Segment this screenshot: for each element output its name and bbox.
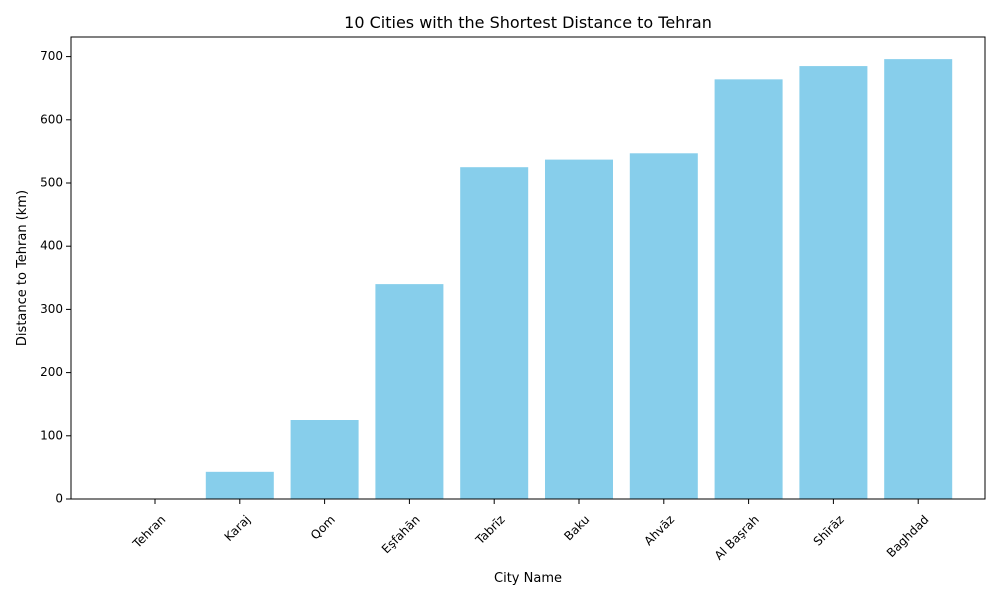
bar-karaj xyxy=(205,471,274,499)
x-tick-label: Qom xyxy=(308,512,338,542)
y-axis-ticks: 0 100 200 300 400 500 600 700 xyxy=(40,49,71,506)
chart-title: 10 Cities with the Shortest Distance to … xyxy=(344,13,712,32)
x-tick-label: Al Başrah xyxy=(712,512,762,562)
bar-e-fah-n xyxy=(375,284,444,499)
y-tick-label: 0 xyxy=(55,492,63,506)
bar-sh-r-z xyxy=(799,66,868,499)
y-tick-label: 300 xyxy=(40,302,63,316)
x-axis-ticks: Tehran Karaj Qom Eşfahān Tabrīz Baku Ahvāz Al B… xyxy=(129,499,932,563)
x-tick-label: Ahvāz xyxy=(641,512,677,548)
bar-baghdad xyxy=(884,59,953,499)
bar-ahv-z xyxy=(629,153,698,499)
x-axis-label: City Name xyxy=(494,571,562,586)
x-tick-label: Karaj xyxy=(222,512,254,544)
x-tick-label: Tabrīz xyxy=(472,512,507,547)
y-tick-label: 200 xyxy=(40,365,63,379)
x-tick-label: Eşfahān xyxy=(379,512,423,556)
bar-qom xyxy=(290,419,359,499)
x-tick-label: Baku xyxy=(561,512,592,543)
x-tick-label: Shīrāz xyxy=(811,512,847,548)
y-axis-label: Distance to Tehran (km) xyxy=(15,190,30,346)
y-tick-label: 700 xyxy=(40,49,63,63)
bar-al-ba-rah xyxy=(714,79,783,500)
bars-group xyxy=(205,59,953,500)
x-tick-label: Tehran xyxy=(129,512,168,551)
x-tick-label: Baghdad xyxy=(884,512,932,560)
bar-baku xyxy=(545,159,613,500)
y-tick-label: 500 xyxy=(40,175,63,189)
y-tick-label: 600 xyxy=(40,112,63,126)
plot-frame xyxy=(70,36,986,500)
y-tick-label: 100 xyxy=(40,428,63,442)
y-tick-label: 400 xyxy=(40,239,63,253)
bar-tabr-z xyxy=(460,167,529,499)
